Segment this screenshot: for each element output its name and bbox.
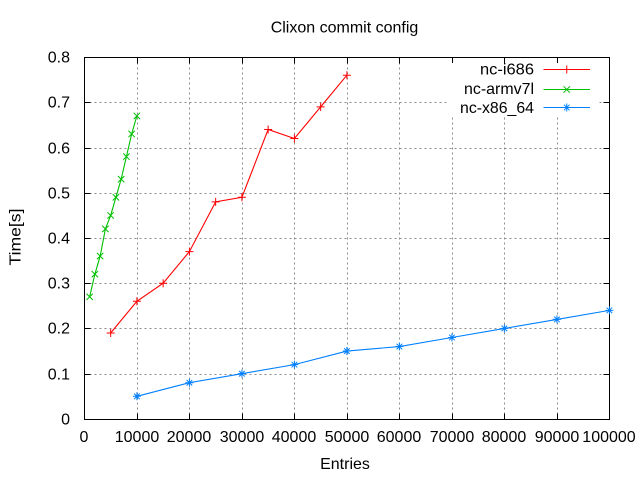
svg-text:nc-x86_64: nc-x86_64 bbox=[460, 100, 534, 117]
svg-text:Entries: Entries bbox=[320, 456, 370, 473]
svg-text:0.8: 0.8 bbox=[48, 49, 70, 66]
svg-text:nc-armv7l: nc-armv7l bbox=[464, 81, 534, 98]
svg-text:0.6: 0.6 bbox=[48, 140, 70, 157]
svg-text:0.2: 0.2 bbox=[48, 320, 70, 337]
svg-text:0.7: 0.7 bbox=[48, 94, 70, 111]
svg-text:50000: 50000 bbox=[325, 429, 370, 446]
svg-text:60000: 60000 bbox=[377, 429, 422, 446]
svg-text:0: 0 bbox=[80, 429, 89, 446]
svg-text:80000: 80000 bbox=[482, 429, 527, 446]
svg-text:0: 0 bbox=[61, 411, 70, 428]
svg-text:nc-i686: nc-i686 bbox=[480, 62, 534, 79]
svg-text:40000: 40000 bbox=[272, 429, 317, 446]
svg-text:20000: 20000 bbox=[167, 429, 212, 446]
svg-text:0.3: 0.3 bbox=[48, 275, 70, 292]
svg-text:0.4: 0.4 bbox=[48, 230, 70, 247]
svg-text:100000: 100000 bbox=[582, 429, 635, 446]
svg-text:70000: 70000 bbox=[430, 429, 475, 446]
svg-text:30000: 30000 bbox=[220, 429, 265, 446]
svg-text:0.5: 0.5 bbox=[48, 185, 70, 202]
svg-text:10000: 10000 bbox=[115, 429, 160, 446]
svg-text:Time[s]: Time[s] bbox=[8, 209, 25, 266]
svg-text:90000: 90000 bbox=[535, 429, 580, 446]
svg-text:Clixon commit config: Clixon commit config bbox=[271, 20, 419, 37]
svg-text:0.1: 0.1 bbox=[48, 366, 70, 383]
